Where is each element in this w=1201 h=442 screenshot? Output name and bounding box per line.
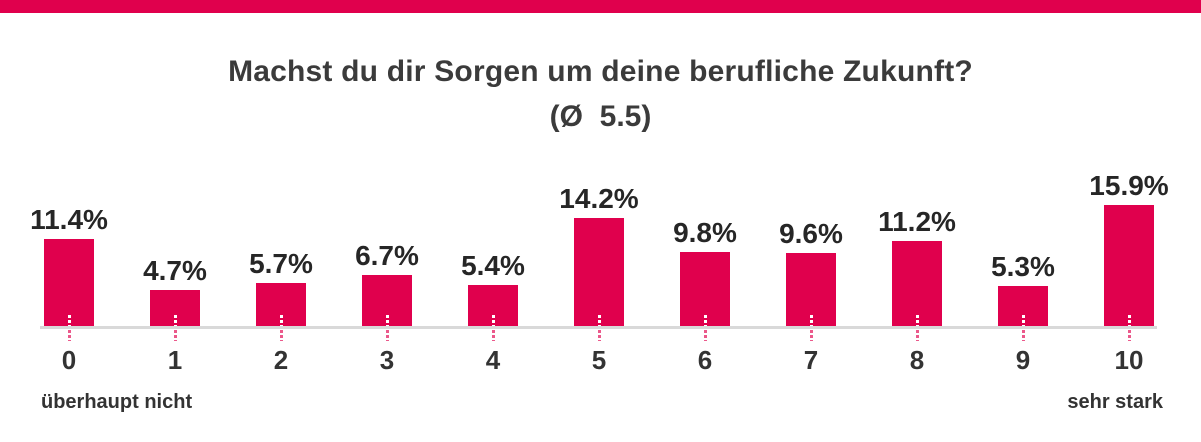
- x-axis-tick-lower: [1022, 330, 1025, 341]
- x-axis-category-label: 9: [1015, 345, 1031, 375]
- x-axis-tick-upper: [174, 315, 177, 326]
- x-axis-tick-lower: [386, 330, 389, 341]
- bar-value-label: 6.7%: [355, 240, 419, 271]
- x-axis-tick-upper: [68, 315, 71, 326]
- bar: [1104, 205, 1154, 326]
- x-axis-tick-lower: [810, 330, 813, 341]
- x-axis-tick-upper: [598, 315, 601, 326]
- x-axis-tick-upper: [1022, 315, 1025, 326]
- x-axis-tick-lower: [916, 330, 919, 341]
- x-axis-category-label: 7: [803, 345, 819, 375]
- x-axis-tick-lower: [704, 330, 707, 341]
- bar-value-label: 11.4%: [30, 204, 108, 235]
- bar-value-label: 5.3%: [991, 251, 1055, 282]
- chart-header: Machst du dir Sorgen um deine berufliche…: [0, 50, 1201, 140]
- bar-value-label: 11.2%: [878, 206, 956, 237]
- x-axis-category-label: 1: [167, 345, 183, 375]
- x-axis-category-label: 0: [61, 345, 77, 375]
- x-axis-tick-lower: [280, 330, 283, 341]
- top-accent-stripe: [0, 0, 1201, 13]
- x-axis-tick-upper: [810, 315, 813, 326]
- x-axis-category-label: 2: [273, 345, 289, 375]
- x-axis-category-label: 4: [485, 345, 501, 375]
- chart-subtitle: (Ø 5.5): [549, 100, 652, 133]
- x-axis-tick-upper: [704, 315, 707, 326]
- x-axis-tick-lower: [68, 330, 71, 341]
- x-axis-tick-upper: [916, 315, 919, 326]
- x-axis-category-label: 10: [1114, 345, 1144, 375]
- bar-value-label: 4.7%: [143, 255, 207, 286]
- bar: [786, 253, 836, 326]
- x-axis-tick-lower: [1128, 330, 1131, 341]
- bar-value-label: 5.4%: [461, 250, 525, 281]
- bar-value-label: 5.7%: [249, 248, 313, 279]
- x-axis-category-label: 5: [591, 345, 607, 375]
- x-axis-tick-upper: [492, 315, 495, 326]
- x-axis-tick-upper: [386, 315, 389, 326]
- bar: [574, 218, 624, 326]
- bar: [892, 241, 942, 326]
- x-axis-tick-lower: [598, 330, 601, 341]
- x-axis-tick-lower: [174, 330, 177, 341]
- bar-value-label: 15.9%: [1089, 170, 1169, 201]
- bar-value-label: 9.8%: [673, 217, 737, 248]
- x-axis-category-label: 6: [697, 345, 713, 375]
- x-axis-tick-upper: [280, 315, 283, 326]
- x-axis-min-label: überhaupt nicht: [41, 391, 193, 413]
- x-axis-category-label: 3: [379, 345, 395, 375]
- x-axis-tick-upper: [1128, 315, 1131, 326]
- bar-value-label: 14.2%: [559, 183, 639, 214]
- x-axis-category-label: 8: [909, 345, 925, 375]
- x-axis-max-label: sehr stark: [1067, 391, 1163, 413]
- bar: [44, 239, 94, 326]
- bar: [680, 252, 730, 326]
- x-axis-tick-lower: [492, 330, 495, 341]
- x-axis-line: [40, 326, 1157, 329]
- bar-value-label: 9.6%: [779, 218, 843, 249]
- chart-title: Machst du dir Sorgen um deine berufliche…: [228, 55, 973, 88]
